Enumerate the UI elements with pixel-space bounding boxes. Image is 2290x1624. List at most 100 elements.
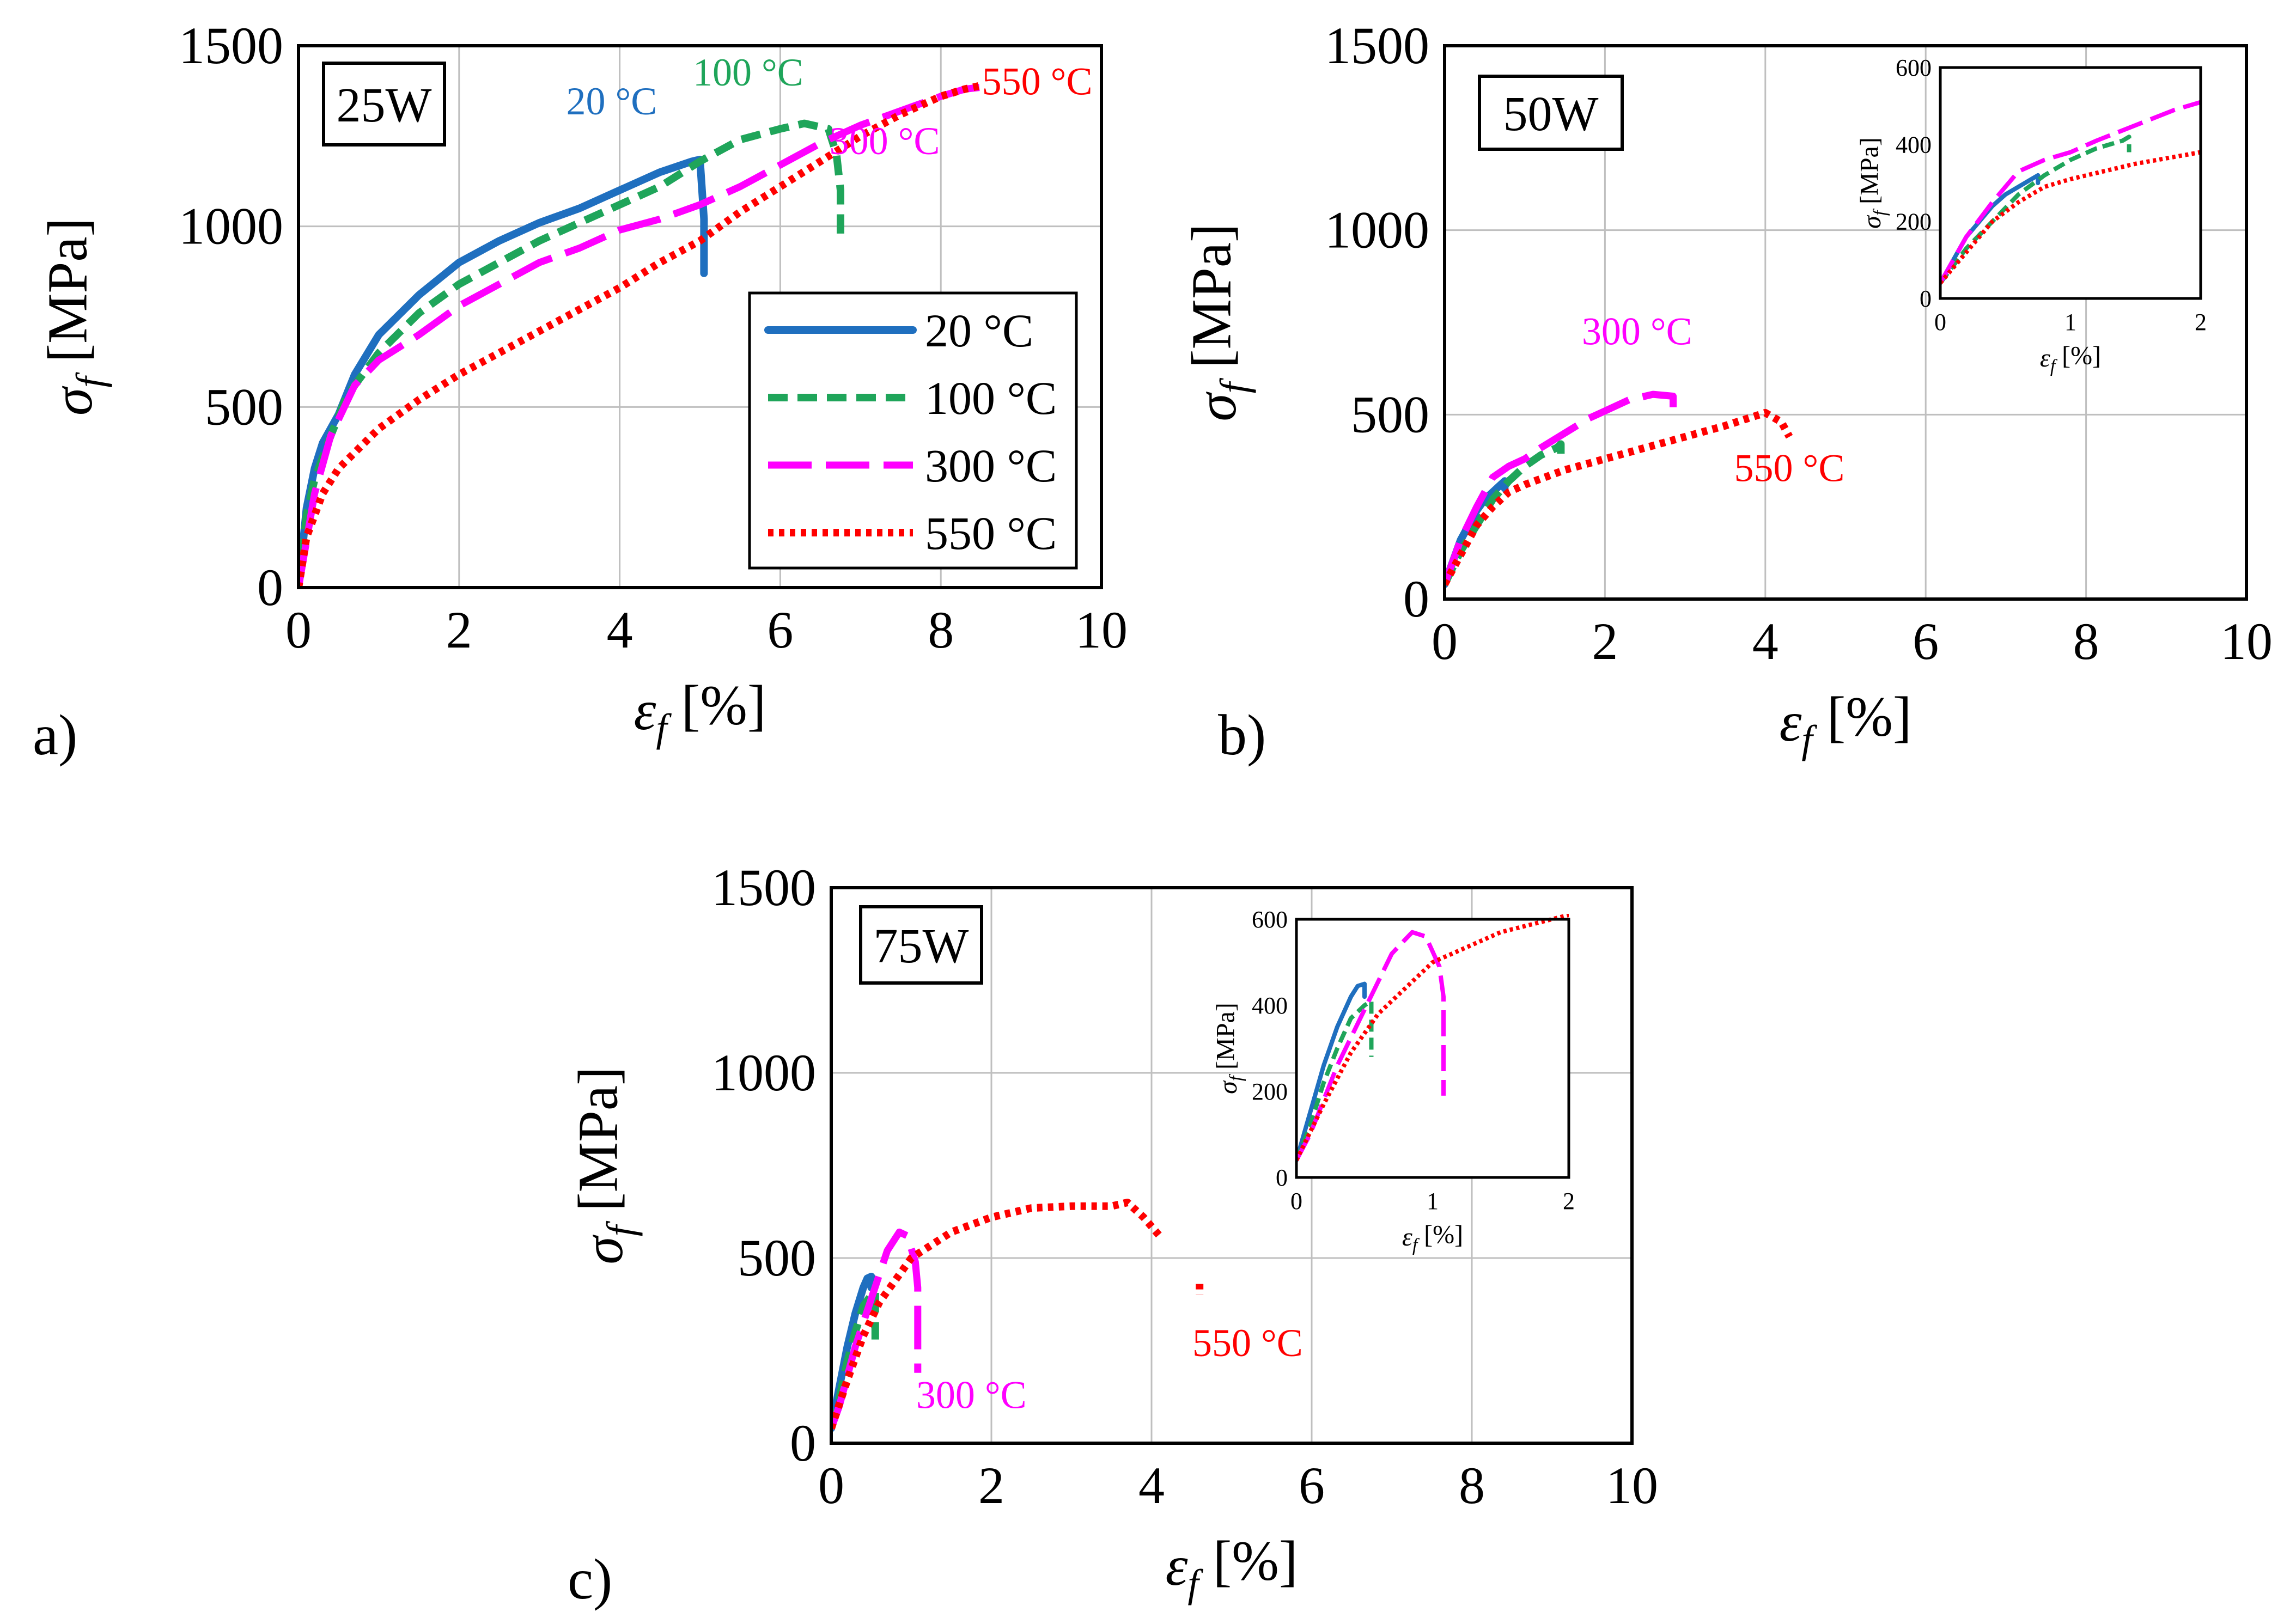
inset-x-axis-label: εf [%] xyxy=(1402,1220,1463,1255)
x-tick-label: 8 xyxy=(1459,1456,1485,1515)
temperature-annotation: 300 °C xyxy=(1582,310,1692,353)
inset-x-axis-label: εf [%] xyxy=(2040,341,2101,376)
x-tick-label: 6 xyxy=(1913,612,1939,670)
temperature-annotation: 550 °C xyxy=(1734,446,1845,490)
series-group xyxy=(1445,390,1793,588)
y-axis-label-units: [MPa] xyxy=(36,218,99,377)
y-axis-label-units: [MPa] xyxy=(1180,223,1243,382)
plot-frame xyxy=(1443,44,2248,601)
inset-y-tick-label: 600 xyxy=(1896,54,1932,81)
y-axis-label: σf [MPa] xyxy=(567,1066,643,1264)
legend-label: 20 °C xyxy=(925,304,1033,357)
x-tick-label: 0 xyxy=(818,1456,844,1515)
series-line-550-c xyxy=(299,82,982,588)
x-tick-label: 6 xyxy=(767,601,793,659)
inset-y-tick-label: 400 xyxy=(1252,992,1288,1019)
x-tick-label: 4 xyxy=(1138,1456,1165,1515)
y-tick-label: 1500 xyxy=(179,16,283,75)
title-label: 25W xyxy=(337,78,432,132)
inset-x-axis-label-symbol: ε xyxy=(1402,1223,1412,1251)
inset-y-tick-label: 200 xyxy=(1896,209,1932,235)
inset-series-line xyxy=(1940,150,2201,285)
y-tick-label: 1000 xyxy=(711,1043,816,1102)
x-tick-label: 10 xyxy=(2220,612,2273,670)
x-tick-label: 4 xyxy=(607,601,633,659)
x-axis-label-units: [%] xyxy=(1813,686,1912,748)
inset-x-tick-label: 2 xyxy=(1563,1188,1575,1214)
temperature-annotation: 100 °C xyxy=(693,51,803,94)
inset-y-axis-label-symbol: σ xyxy=(1857,215,1886,229)
x-tick-label: 2 xyxy=(978,1456,1004,1515)
x-tick-label: 4 xyxy=(1752,612,1779,670)
inset-x-tick-label: 1 xyxy=(1427,1188,1439,1214)
inset-border xyxy=(1939,66,2202,300)
plot-frame xyxy=(297,44,1103,589)
inset-y-tick-label: 0 xyxy=(1276,1164,1288,1191)
inset-y-axis-label: σf [MPa] xyxy=(1211,1003,1246,1094)
temperature-annotation: 20 °C xyxy=(566,80,657,123)
title-box xyxy=(322,62,446,146)
y-tick-label: 1500 xyxy=(1325,16,1429,75)
inset-y-tick-label: 0 xyxy=(1920,285,1932,312)
plot-frame xyxy=(830,886,1634,1445)
inset-y-tick-label: 200 xyxy=(1252,1078,1288,1105)
y-tick-label: 0 xyxy=(1403,570,1429,628)
inset-x-tick-label: 2 xyxy=(2195,309,2207,335)
title-box xyxy=(1478,75,1624,151)
legend-label: 300 °C xyxy=(925,439,1057,492)
inset-x-tick-label: 1 xyxy=(2064,309,2076,335)
title-box xyxy=(859,905,983,985)
temperature-annotation: 300 °C xyxy=(830,119,940,163)
temperature-annotation: 550 °C xyxy=(1192,1321,1303,1365)
inset-series-group xyxy=(1940,100,2201,285)
inset-border xyxy=(1295,918,1570,1179)
inset-x-axis-label-symbol: ε xyxy=(2040,344,2050,373)
x-tick-label: 8 xyxy=(2073,612,2099,670)
y-tick-label: 500 xyxy=(738,1229,816,1287)
inset-chart: 0 1 2 0 200 400 600 εf [%] σf [MPa] xyxy=(1855,54,2207,376)
x-axis-label-symbol: ε xyxy=(634,679,656,742)
panel-tag: b) xyxy=(1218,703,1266,767)
inset-y-axis-label-units: [MPa] xyxy=(1855,137,1884,211)
inset-x-tick-label: 0 xyxy=(1290,1188,1302,1214)
x-axis-label: εf [%] xyxy=(1779,686,1911,761)
x-tick-label: 6 xyxy=(1299,1456,1325,1515)
x-tick-label: 2 xyxy=(1592,612,1618,670)
inset-chart: 0 1 2 0 200 400 600 εf [%] σf [MPa] xyxy=(1211,906,1575,1255)
y-tick-label: 1500 xyxy=(711,858,816,917)
y-tick-label: 0 xyxy=(790,1414,816,1472)
panel-tag: c) xyxy=(568,1547,612,1611)
inset-y-axis-label-units: [MPa] xyxy=(1211,1003,1240,1076)
inset-y-axis-label: σf [MPa] xyxy=(1855,137,1890,229)
temperature-annotation: 300 °C xyxy=(916,1373,1027,1417)
y-axis-label-units: [MPa] xyxy=(567,1066,630,1225)
legend-label: 100 °C xyxy=(925,372,1057,424)
y-tick-label: 500 xyxy=(1351,385,1429,443)
series-line-100-c xyxy=(1445,440,1565,586)
x-tick-label: 2 xyxy=(446,601,472,659)
title-label: 50W xyxy=(1503,87,1599,141)
inset-series-group xyxy=(1296,914,1569,1163)
x-axis-label-units: [%] xyxy=(1199,1530,1298,1592)
y-axis-label: σf [MPa] xyxy=(1180,223,1256,421)
x-axis-label: εf [%] xyxy=(634,674,766,750)
temperature-annotation: 550 °C xyxy=(982,60,1093,103)
y-tick-label: 0 xyxy=(257,558,283,616)
chart-panel-25w: 0 2 4 6 8 10 0 500 1000 1500 εf [%] σf [MPa] a) 25W 20… xyxy=(33,16,1128,767)
inset-x-axis-label-units: [%] xyxy=(1417,1220,1463,1249)
series-line-300-c xyxy=(299,83,982,588)
y-axis-label: σf [MPa] xyxy=(36,218,112,416)
y-axis-label-symbol: σ xyxy=(41,386,104,416)
series-line-300-c xyxy=(831,1228,922,1430)
y-tick-label: 1000 xyxy=(1325,201,1429,259)
x-tick-label: 0 xyxy=(1432,612,1458,670)
series-group xyxy=(299,82,982,588)
y-axis-label-symbol: σ xyxy=(1185,392,1248,422)
inset-series-line xyxy=(1296,981,1367,1163)
inset-x-axis-label-units: [%] xyxy=(2055,341,2101,370)
x-tick-label: 10 xyxy=(1075,601,1128,659)
x-tick-label: 0 xyxy=(285,601,312,659)
